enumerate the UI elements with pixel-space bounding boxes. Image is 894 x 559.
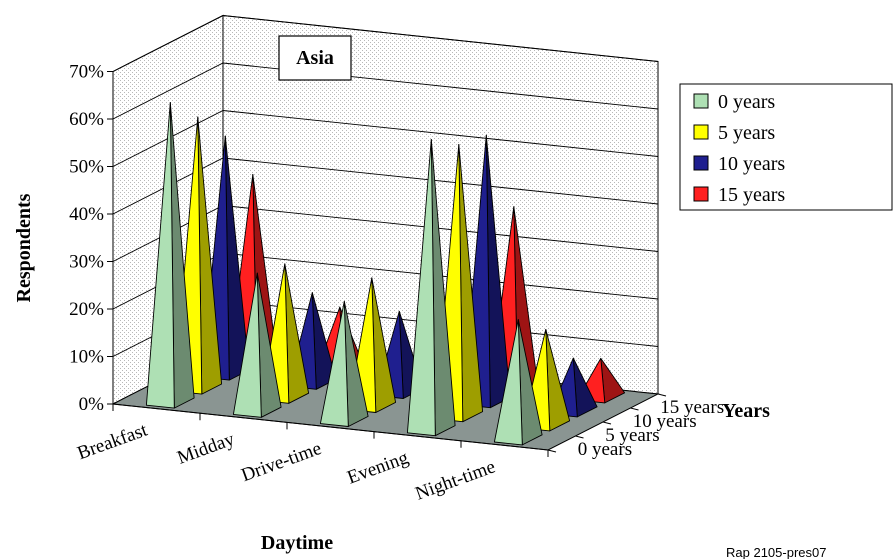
x-tick-label: Drive-time: [239, 438, 325, 486]
y-tick-label: 0%: [79, 394, 105, 415]
legend-swatch: [693, 93, 709, 109]
y-tick-label: 20%: [69, 299, 104, 320]
chart-title: Asia: [296, 47, 334, 69]
x-tick-label: Evening: [345, 447, 412, 489]
y-tick-label: 40%: [69, 204, 104, 225]
bar-0-years-breakfast: [145, 101, 195, 409]
bar-0-years-drive-time: [319, 300, 369, 427]
chart-walls: [112, 14, 659, 405]
bar-0-years-midday: [232, 272, 282, 418]
x-tick-label: Midday: [174, 429, 237, 469]
y-tick-label: 10%: [69, 347, 104, 368]
figure-reference: Rap 2105-pres07: [726, 545, 826, 559]
legend-label: 15 years: [718, 184, 785, 206]
plot-area: [145, 101, 626, 446]
bar-0-years-evening: [406, 138, 456, 437]
legend-swatch: [693, 124, 709, 140]
y-tick-label: 30%: [69, 252, 104, 273]
y-tick-label: 70%: [69, 62, 104, 83]
x-tick-label: Night-time: [413, 456, 499, 504]
chart-title-box: Asia: [278, 35, 352, 81]
z-tick-label: 0 years: [578, 439, 632, 460]
x-axis-title: Daytime: [261, 532, 333, 554]
z-tick-label: 10 years: [633, 411, 697, 432]
legend-item: 15 years: [693, 184, 785, 206]
bar-0-years-night-time: [493, 319, 543, 446]
legend-item: 10 years: [693, 153, 785, 175]
legend-label: 5 years: [718, 122, 775, 144]
y-tick-label: 50%: [69, 157, 104, 178]
legend-swatch: [693, 155, 709, 171]
z-tick-label: 5 years: [605, 425, 659, 446]
y-axis-ticks: 0% 10% 20% 30% 40% 50% 60% 70%: [69, 62, 113, 415]
y-axis-title: Respondents: [13, 193, 35, 302]
legend-item: 5 years: [693, 122, 775, 144]
x-tick-label: Breakfast: [75, 419, 151, 464]
legend-swatch: [693, 186, 709, 202]
z-tick-label: 15 years: [660, 397, 724, 418]
legend: 0 years 5 years 10 years 15 years: [679, 83, 893, 211]
legend-label: 0 years: [718, 91, 775, 113]
legend-item: 0 years: [693, 91, 775, 113]
legend-label: 10 years: [718, 153, 785, 175]
z-axis-title: Years: [722, 400, 770, 422]
y-tick-label: 60%: [69, 109, 104, 130]
